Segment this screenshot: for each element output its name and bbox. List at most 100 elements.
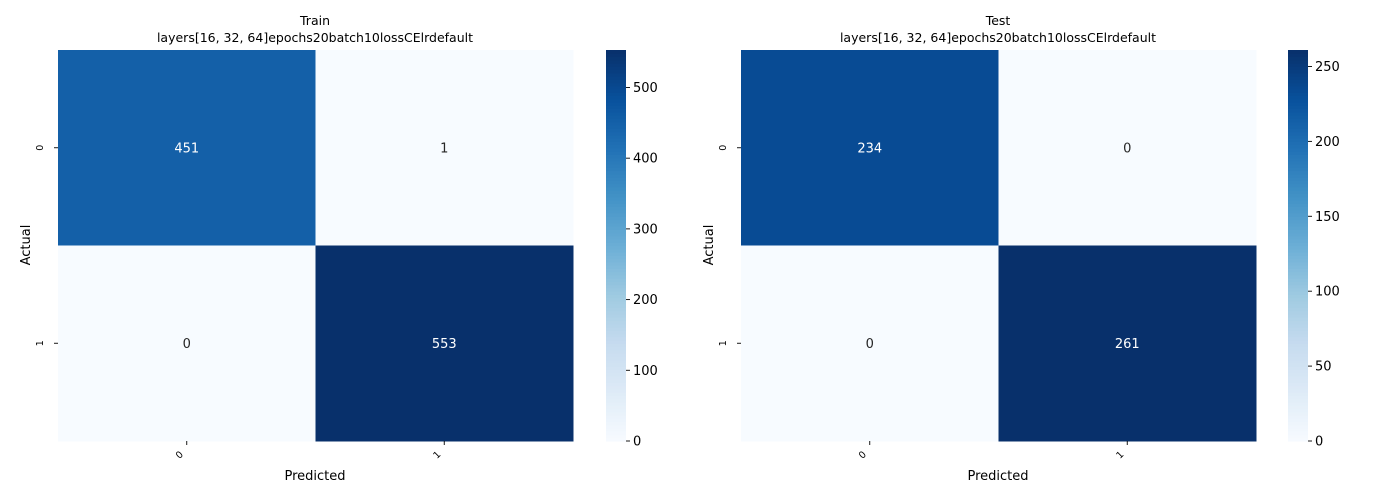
test-colorbar-segment: [1288, 131, 1308, 136]
train-colorbar-segment: [606, 216, 626, 221]
train-colorbar-segment: [606, 372, 626, 377]
test-colorbar-segment: [1288, 385, 1308, 390]
train-heatmap-cells: [58, 50, 574, 442]
test-colorbar-segment: [1288, 124, 1308, 129]
test-colorbar-segment: [1288, 401, 1308, 406]
train-colorbar-segment: [606, 157, 626, 162]
train-colorbar-segment: [606, 405, 626, 410]
test-colorbar-segment: [1288, 320, 1308, 325]
train-y-tick-label: 1: [35, 340, 46, 346]
test-colorbar-segment: [1288, 98, 1308, 103]
test-colorbar-segment: [1288, 203, 1308, 207]
train-colorbar-segment: [606, 199, 626, 204]
test-cell-r0-c1: [998, 50, 1257, 246]
train-colorbar-segment: [606, 431, 626, 436]
train-colorbar-segment: [606, 115, 626, 120]
train-colorbar-segment: [606, 186, 626, 191]
train-confusion-matrix: Train layers[16, 32, 64]epochs20batch10l…: [19, 13, 658, 484]
test-cell-r1-c0: [741, 245, 999, 442]
test-colorbar-segment: [1288, 134, 1308, 139]
test-cell-r1-c1: [998, 245, 1257, 442]
train-colorbar-segment: [606, 235, 626, 240]
train-colorbar-segment: [606, 212, 626, 217]
train-colorbar-segment: [606, 369, 626, 374]
train-colorbar-segment: [606, 388, 626, 393]
train-colorbar-segment: [606, 307, 626, 312]
test-colorbar-segment: [1288, 50, 1308, 54]
train-colorbar-segment: [606, 245, 626, 250]
test-colorbar-segment: [1288, 310, 1308, 315]
train-colorbar-segment: [606, 271, 626, 276]
train-colorbar-segment: [606, 317, 626, 322]
test-colorbar-segment: [1288, 281, 1308, 286]
train-colorbar-segment: [606, 66, 626, 71]
train-colorbar-segment: [606, 392, 626, 396]
test-colorbar-segment: [1288, 408, 1308, 413]
test-cell-r0-c0: [741, 50, 999, 246]
train-colorbar-segment: [606, 124, 626, 129]
train-colorbar-segment: [606, 252, 626, 256]
train-colorbar-segment: [606, 356, 626, 361]
test-colorbar-segment: [1288, 258, 1308, 263]
train-cell-r0-c0: [58, 50, 316, 246]
test-y-axis-label: Actual: [702, 225, 717, 266]
train-colorbar-segment: [606, 180, 626, 185]
train-colorbar-segment: [606, 63, 626, 67]
train-colorbar-segment: [606, 190, 626, 194]
test-y-tick-label: 1: [718, 340, 729, 346]
test-confusion-matrix: Test layers[16, 32, 64]epochs20batch10lo…: [702, 13, 1340, 484]
train-colorbar-segment: [606, 79, 626, 84]
train-colorbar-segment: [606, 304, 626, 309]
train-colorbar-segment: [606, 326, 626, 331]
train-colorbar-segment: [606, 128, 626, 133]
train-colorbar-segment: [606, 333, 626, 338]
test-colorbar-segment: [1288, 291, 1308, 295]
test-colorbar-segment: [1288, 405, 1308, 410]
test-colorbar-tick-label: 50: [1315, 360, 1332, 375]
test-colorbar-segment: [1288, 382, 1308, 387]
test-colorbar-segment: [1288, 255, 1308, 260]
test-colorbar-segment: [1288, 222, 1308, 227]
test-colorbar-segment: [1288, 118, 1308, 123]
test-y-tick-label: 0: [718, 145, 729, 151]
test-colorbar-segment: [1288, 300, 1308, 305]
test-colorbar-segment: [1288, 206, 1308, 211]
train-subtitle: layers[16, 32, 64]epochs20batch10lossCEl…: [157, 30, 473, 45]
test-colorbar-segment: [1288, 369, 1308, 374]
train-colorbar-segment: [606, 320, 626, 325]
test-colorbar-segment: [1288, 379, 1308, 383]
train-colorbar-segment: [606, 274, 626, 279]
test-colorbar-segment: [1288, 242, 1308, 247]
train-colorbar-segment: [606, 421, 626, 426]
train-colorbar-segment: [606, 206, 626, 211]
train-colorbar-segment: [606, 219, 626, 224]
train-colorbar-segment: [606, 339, 626, 344]
test-colorbar-segment: [1288, 304, 1308, 309]
test-colorbar-segment: [1288, 180, 1308, 185]
test-colorbar-segment: [1288, 102, 1308, 106]
train-colorbar-segment: [606, 385, 626, 390]
test-colorbar-segment: [1288, 225, 1308, 230]
test-colorbar-segment: [1288, 297, 1308, 302]
test-colorbar-segment: [1288, 56, 1308, 61]
test-colorbar-segment: [1288, 115, 1308, 120]
train-y-tick-label: 0: [35, 145, 46, 151]
test-colorbar-segment: [1288, 248, 1308, 253]
train-colorbar-segment: [606, 346, 626, 351]
test-colorbar-segment: [1288, 307, 1308, 312]
train-colorbar-segment: [606, 183, 626, 188]
train-colorbar-segment: [606, 287, 626, 292]
test-colorbar-segment: [1288, 151, 1308, 155]
train-colorbar-segment: [606, 137, 626, 142]
test-x-axis-label: Predicted: [967, 469, 1028, 484]
test-colorbar-segment: [1288, 362, 1308, 367]
test-colorbar-segment: [1288, 196, 1308, 201]
test-colorbar-segment: [1288, 424, 1308, 429]
train-colorbar-segment: [606, 297, 626, 302]
train-colorbar-segment: [606, 105, 626, 110]
train-colorbar-segment: [606, 395, 626, 400]
test-colorbar-segment: [1288, 199, 1308, 204]
train-colorbar-segment: [606, 108, 626, 113]
test-colorbar-segment: [1288, 53, 1308, 58]
train-colorbar-segment: [606, 92, 626, 97]
